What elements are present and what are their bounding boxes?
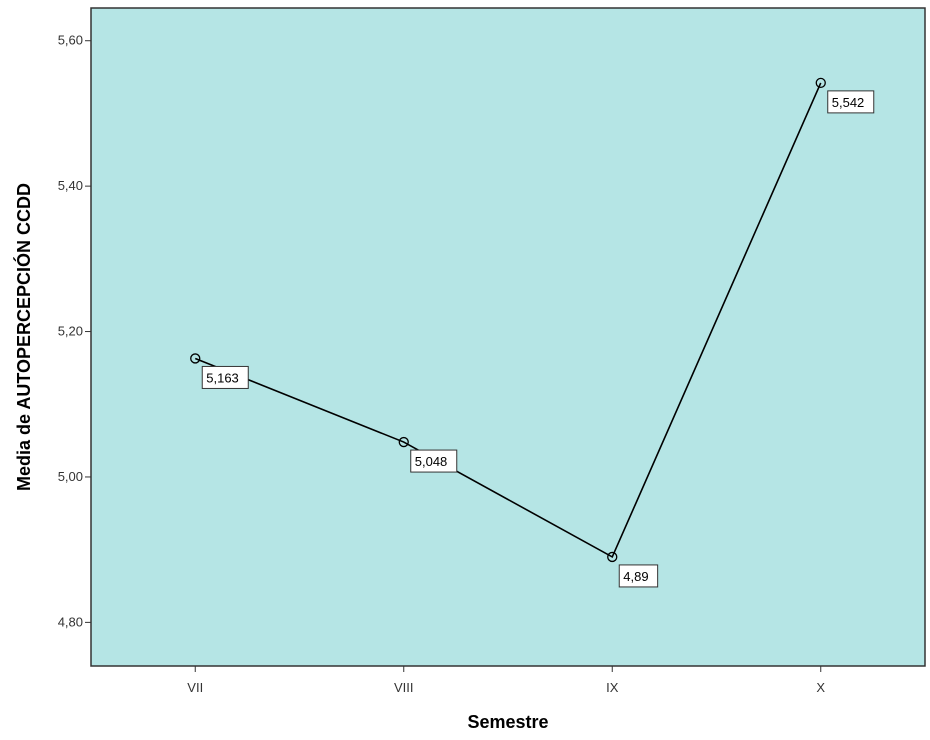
y-tick-label: 5,40 bbox=[58, 178, 83, 193]
data-label-box bbox=[201, 365, 249, 389]
data-label-box bbox=[410, 449, 458, 473]
x-axis: VII VIII IX X bbox=[187, 666, 825, 695]
plot-area bbox=[90, 7, 926, 667]
data-label-box bbox=[827, 90, 875, 114]
x-tick-label: IX bbox=[606, 680, 619, 695]
data-label: 4,89 bbox=[623, 569, 648, 584]
data-point-marker bbox=[398, 436, 409, 448]
y-tick-label: 4,80 bbox=[58, 614, 83, 629]
x-tick-label: X bbox=[816, 680, 825, 695]
data-label: 5,542 bbox=[832, 95, 865, 110]
data-label: 5,163 bbox=[206, 370, 239, 385]
x-tick-label: VIII bbox=[394, 680, 414, 695]
data-label-box bbox=[618, 564, 659, 588]
x-tick-label: VII bbox=[187, 680, 203, 695]
y-axis: 4,80 5,00 5,20 5,40 5,60 bbox=[58, 33, 91, 629]
data-point-marker bbox=[607, 551, 618, 563]
data-label: 5,048 bbox=[415, 454, 448, 469]
data-point-marker bbox=[190, 353, 201, 364]
x-axis-title: Semestre bbox=[467, 712, 548, 732]
y-tick-label: 5,60 bbox=[58, 33, 83, 48]
y-tick-label: 5,00 bbox=[58, 469, 83, 484]
series-group: 5,163 5,048 4,89 5,542 bbox=[190, 77, 875, 588]
series-line bbox=[194, 82, 822, 559]
y-axis-title: Media de AUTOPERCEPCIÓN CCDD bbox=[13, 183, 34, 491]
data-point-marker bbox=[815, 77, 826, 89]
y-tick-label: 5,20 bbox=[58, 324, 83, 339]
